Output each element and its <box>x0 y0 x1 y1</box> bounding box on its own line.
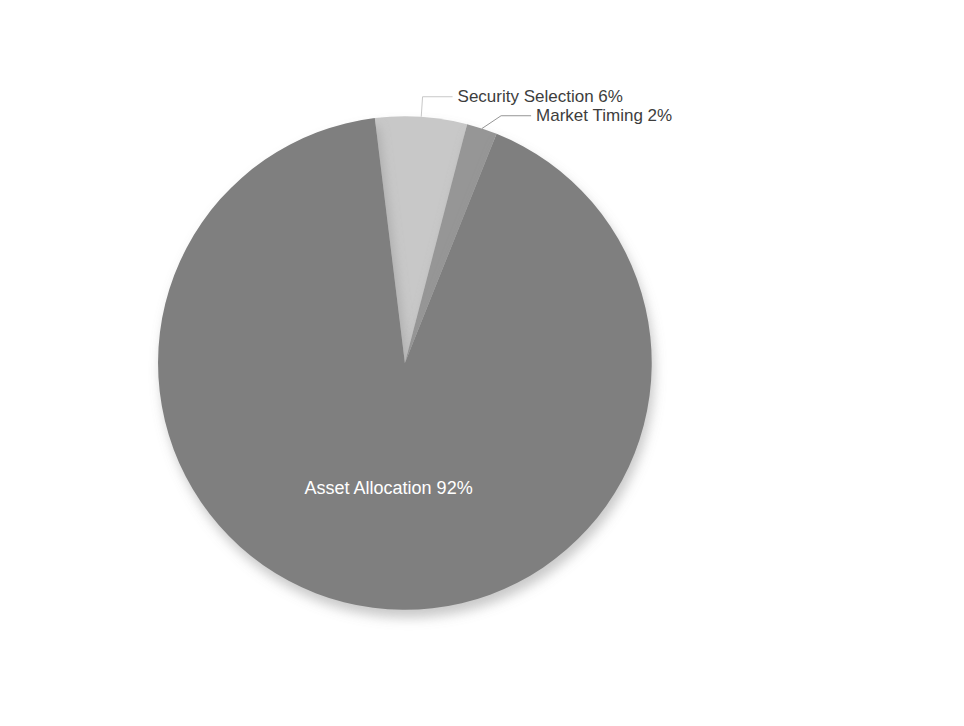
svg-text:Security Selection 6%: Security Selection 6% <box>458 87 623 106</box>
svg-text:Market Timing 2%: Market Timing 2% <box>536 106 672 125</box>
svg-text:Asset Allocation 92%: Asset Allocation 92% <box>305 478 473 498</box>
